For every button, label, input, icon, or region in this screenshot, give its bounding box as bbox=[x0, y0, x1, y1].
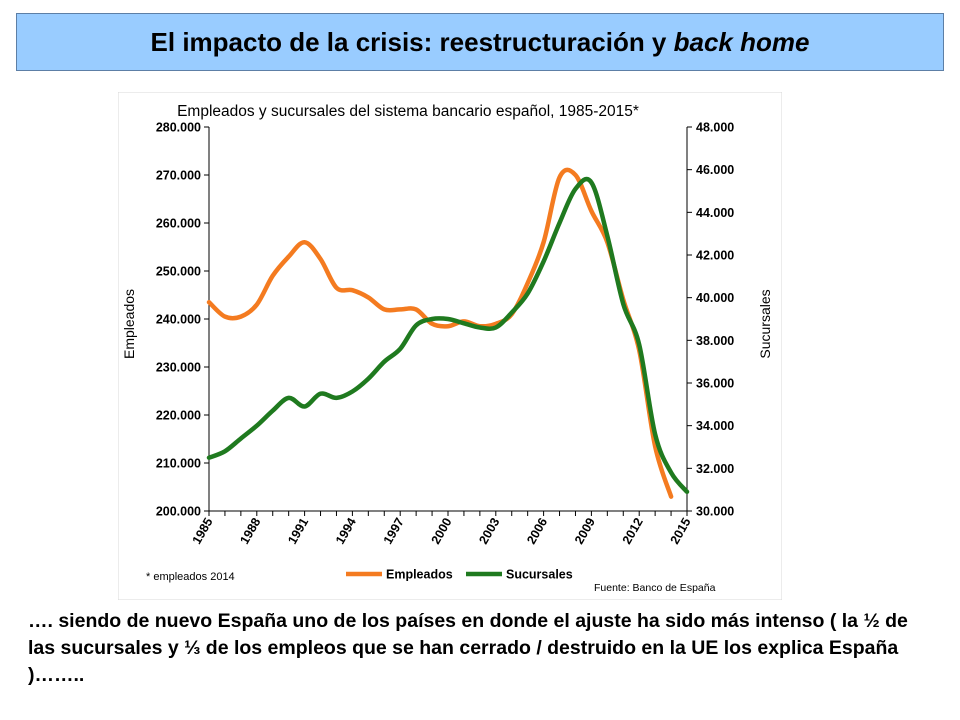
chart-source: Fuente: Banco de España bbox=[594, 582, 716, 594]
slide-body-text: …. siendo de nuevo España uno de los paí… bbox=[28, 610, 908, 686]
y-axis-label-left: Empleados bbox=[121, 289, 137, 359]
chart-svg: Empleados y sucursales del sistema banca… bbox=[118, 92, 782, 600]
legend-label-empleados: Empleados bbox=[386, 568, 453, 582]
y-tick-label-right: 48.000 bbox=[696, 121, 734, 135]
chart-footnote: * empleados 2014 bbox=[146, 571, 235, 583]
slide-title: El impacto de la crisis: reestructuració… bbox=[151, 27, 810, 58]
y-tick-label-left: 230.000 bbox=[156, 361, 201, 375]
y-tick-label-left: 270.000 bbox=[156, 169, 201, 183]
series-line-sucursales bbox=[206, 176, 690, 495]
legend-label-sucursales: Sucursales bbox=[506, 568, 573, 582]
y-tick-label-right: 42.000 bbox=[696, 249, 734, 263]
y-tick-label-right: 40.000 bbox=[696, 291, 734, 305]
y-tick-label-left: 200.000 bbox=[156, 505, 201, 519]
chart-legend: Empleados Sucursales bbox=[346, 568, 573, 582]
series-line-empleados bbox=[206, 167, 674, 499]
y-tick-label-right: 38.000 bbox=[696, 334, 734, 348]
chart-title: Empleados y sucursales del sistema banca… bbox=[177, 103, 639, 120]
chart-container: Empleados y sucursales del sistema banca… bbox=[118, 92, 782, 600]
y-tick-label-left: 250.000 bbox=[156, 265, 201, 279]
y-tick-label-right: 34.000 bbox=[696, 419, 734, 433]
chart-series bbox=[206, 167, 690, 499]
slide-title-main: El impacto de la crisis: reestructuració… bbox=[150, 26, 674, 57]
y-tick-label-left: 260.000 bbox=[156, 217, 201, 231]
y-tick-label-right: 46.000 bbox=[696, 163, 734, 177]
chart-axes: 200.000 210.000 220.000 230.000 240.000 250.0… bbox=[156, 121, 734, 547]
y-tick-label-right: 32.000 bbox=[696, 462, 734, 476]
y-tick-label-right: 30.000 bbox=[696, 505, 734, 519]
y-axis-label-right: Sucursales bbox=[757, 289, 773, 358]
slide-title-italic: back home bbox=[673, 26, 810, 57]
slide-title-bar: El impacto de la crisis: reestructuració… bbox=[16, 13, 944, 71]
y-tick-label-left: 240.000 bbox=[156, 313, 201, 327]
y-tick-label-right: 36.000 bbox=[696, 377, 734, 391]
y-tick-label-left: 220.000 bbox=[156, 409, 201, 423]
y-tick-label-left: 210.000 bbox=[156, 457, 201, 471]
y-tick-label-left: 280.000 bbox=[156, 121, 201, 135]
y-tick-label-right: 44.000 bbox=[696, 206, 734, 220]
